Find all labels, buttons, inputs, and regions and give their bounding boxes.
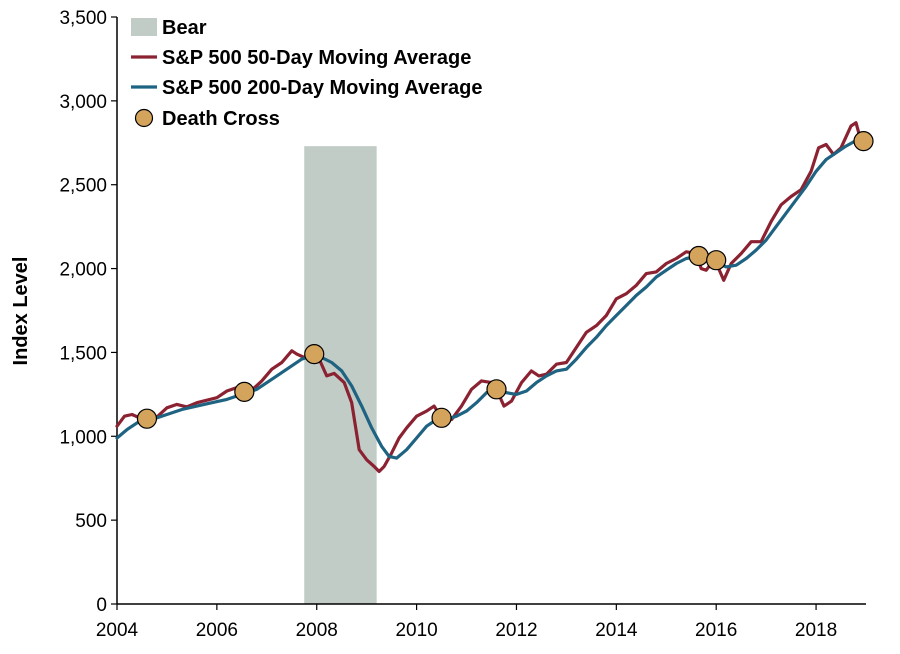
series-layer bbox=[115, 121, 863, 474]
sp500-200-day-ma-line bbox=[115, 136, 863, 460]
x-tick-label: 2010 bbox=[395, 620, 437, 641]
legend-label-death-cross: Death Cross bbox=[162, 108, 280, 130]
axes-layer: 0 500 1,000 1,500 2,000 2,500 3,000 3,500 2004 20… bbox=[59, 8, 866, 641]
y-tick-label: 2,000 bbox=[59, 260, 107, 281]
legend-death-cross-swatch bbox=[134, 108, 154, 128]
x-tick-label: 2016 bbox=[695, 620, 737, 641]
death-cross-marker bbox=[706, 250, 727, 271]
death-cross-marker bbox=[431, 407, 452, 428]
y-axis-title: Index Level bbox=[10, 257, 32, 366]
x-tick-label: 2008 bbox=[296, 620, 338, 641]
y-tick-label: 1,000 bbox=[59, 427, 107, 448]
y-tick-label: 500 bbox=[75, 511, 107, 532]
x-tick-label: 2012 bbox=[495, 620, 537, 641]
death-cross-marker bbox=[486, 379, 507, 400]
y-tick-label: 0 bbox=[96, 595, 107, 616]
x-tick-label: 2018 bbox=[795, 620, 837, 641]
death-cross-marker bbox=[234, 381, 255, 402]
x-tick-label: 2004 bbox=[96, 620, 139, 641]
marker-layer bbox=[136, 131, 874, 429]
legend-label-200-day: S&P 500 200-Day Moving Average bbox=[162, 77, 483, 99]
bear-layer bbox=[304, 146, 377, 604]
y-tick-label: 3,000 bbox=[59, 92, 107, 113]
death-cross-marker bbox=[304, 344, 325, 365]
y-tick-label: 1,500 bbox=[59, 343, 107, 364]
death-cross-marker bbox=[688, 245, 709, 267]
legend-bear-swatch bbox=[131, 18, 157, 36]
legend: Bear S&P 500 50-Day Moving Average S&P 500… bbox=[131, 17, 483, 130]
y-tick-label: 3,500 bbox=[59, 8, 107, 29]
legend-label-50-day: S&P 500 50-Day Moving Average bbox=[162, 47, 471, 69]
death-cross-marker bbox=[853, 131, 874, 152]
legend-label-bear: Bear bbox=[162, 17, 207, 39]
x-tick-label: 2014 bbox=[595, 620, 638, 641]
death-cross-marker bbox=[136, 408, 158, 429]
bear-period-band bbox=[304, 146, 377, 604]
x-tick-label: 2006 bbox=[196, 620, 238, 641]
y-tick-label: 2,500 bbox=[59, 176, 107, 197]
sp500-50-day-ma-line bbox=[115, 121, 863, 474]
